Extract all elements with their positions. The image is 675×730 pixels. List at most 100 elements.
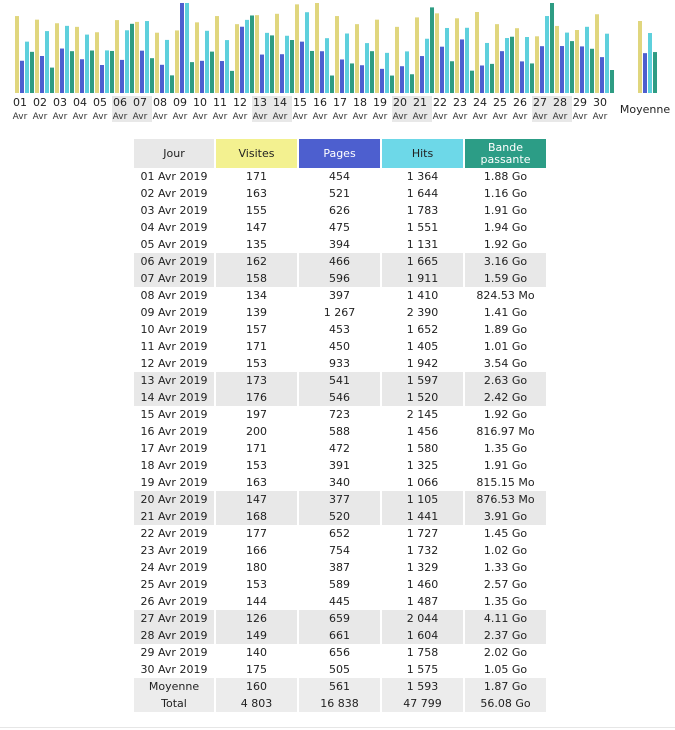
cell-day: 17 Avr 2019 bbox=[140, 442, 208, 455]
day-visits-bar bbox=[355, 24, 359, 93]
table-row: 05 Avr 2019 135 394 1 131 1.92 Go bbox=[134, 236, 546, 253]
cell-day: 24 Avr 2019 bbox=[140, 561, 208, 574]
day-pages-bar bbox=[200, 60, 204, 93]
day-tick-label: 11 bbox=[213, 96, 227, 109]
table-row: 26 Avr 2019 144 445 1 487 1.35 Go bbox=[134, 593, 546, 610]
day-visits-bar bbox=[555, 25, 559, 94]
day-visits-bar bbox=[55, 23, 59, 93]
cell-pages: 723 bbox=[329, 408, 350, 421]
average-bandwidth: 1.87 Go bbox=[465, 678, 546, 695]
cell-day: 04 Avr 2019 bbox=[140, 221, 208, 234]
average-tick-label: Moyenne bbox=[620, 103, 670, 116]
day-visits-bar bbox=[35, 19, 39, 93]
cell-visits: 171 bbox=[246, 340, 267, 353]
cell-visits: 175 bbox=[246, 663, 267, 676]
day-visits-bar bbox=[175, 30, 179, 93]
day-tick-label: 21 bbox=[413, 96, 427, 109]
cell-pages: 546 bbox=[299, 389, 380, 406]
day-bandwidth-bar bbox=[210, 51, 214, 93]
cell-hits: 2 390 bbox=[406, 306, 439, 319]
cell-day: 30 Avr 2019 bbox=[140, 663, 208, 676]
day-tick-label: 24 bbox=[473, 96, 487, 109]
average-hits-bar bbox=[648, 33, 652, 93]
day-visits-bar bbox=[595, 14, 599, 93]
cell-pages: 656 bbox=[329, 646, 350, 659]
month-tick-label: Avr bbox=[153, 112, 168, 122]
cell-pages: 397 bbox=[329, 289, 350, 302]
table-row: 06 Avr 2019 162 466 1 665 3.16 Go bbox=[134, 253, 546, 270]
cell-day: 16 Avr 2019 bbox=[140, 425, 208, 438]
day-tick-label: 23 bbox=[453, 96, 467, 109]
cell-bandwidth: 1.35 Go bbox=[483, 442, 528, 455]
header-bandwidth: Bande passante bbox=[465, 139, 546, 168]
table-row: 28 Avr 2019 149 661 1 604 2.37 Go bbox=[134, 627, 546, 644]
average-pages-bar bbox=[643, 53, 647, 93]
total-bandwidth: 56.08 Go bbox=[465, 695, 546, 712]
daily-stats-table: Jour Visites Pages Hits Bande passante 0… bbox=[132, 139, 548, 712]
cell-pages: 445 bbox=[329, 595, 350, 608]
average-visits-bar bbox=[638, 21, 642, 93]
day-pages-bar bbox=[380, 68, 384, 93]
table-row: 14 Avr 2019 176 546 1 520 2.42 Go bbox=[134, 389, 546, 406]
cell-visits: 163 bbox=[246, 187, 267, 200]
table-row: 25 Avr 2019 153 589 1 460 2.57 Go bbox=[134, 576, 546, 593]
month-tick-label: Avr bbox=[473, 112, 488, 122]
table-row: 04 Avr 2019 147 475 1 551 1.94 Go bbox=[134, 219, 546, 236]
day-hits-bar bbox=[225, 40, 229, 93]
month-tick-label: Avr bbox=[53, 112, 68, 122]
day-bandwidth-bar bbox=[250, 15, 254, 94]
cell-visits: 126 bbox=[216, 610, 297, 627]
month-tick-label: Avr bbox=[253, 112, 268, 122]
day-hits-bar bbox=[565, 32, 569, 93]
header-day: Jour bbox=[134, 139, 214, 168]
cell-bandwidth: 1.92 Go bbox=[483, 408, 528, 421]
day-hits-bar bbox=[485, 42, 489, 93]
table-row: 08 Avr 2019 134 397 1 410 824.53 Mo bbox=[134, 287, 546, 304]
cell-day: 28 Avr 2019 bbox=[134, 627, 214, 644]
month-tick-label: Avr bbox=[413, 112, 428, 122]
table-row: 11 Avr 2019 171 450 1 405 1.01 Go bbox=[134, 338, 546, 355]
day-hits-bar bbox=[125, 30, 129, 93]
cell-bandwidth: 3.54 Go bbox=[483, 357, 528, 370]
month-tick-label: Avr bbox=[393, 112, 408, 122]
cell-bandwidth: 1.16 Go bbox=[483, 187, 528, 200]
table-row: 12 Avr 2019 153 933 1 942 3.54 Go bbox=[134, 355, 546, 372]
cell-visits: 153 bbox=[246, 459, 267, 472]
day-visits-bar bbox=[375, 19, 379, 93]
day-pages-bar bbox=[560, 46, 564, 93]
cell-bandwidth: 1.02 Go bbox=[483, 544, 528, 557]
cell-day: 13 Avr 2019 bbox=[134, 372, 214, 389]
cell-visits: 157 bbox=[246, 323, 267, 336]
cell-visits: 173 bbox=[216, 372, 297, 389]
day-hits-bar bbox=[385, 52, 389, 93]
day-tick-label: 22 bbox=[433, 96, 447, 109]
day-hits-bar bbox=[585, 26, 589, 93]
day-visits-bar bbox=[315, 3, 319, 93]
day-hits-bar bbox=[605, 33, 609, 93]
day-bandwidth-bar bbox=[590, 48, 594, 93]
cell-day: 06 Avr 2019 bbox=[134, 253, 214, 270]
cell-bandwidth: 1.05 Go bbox=[483, 663, 528, 676]
table-row: 18 Avr 2019 153 391 1 325 1.91 Go bbox=[134, 457, 546, 474]
cell-pages: 454 bbox=[329, 170, 350, 183]
cell-hits: 1 405 bbox=[406, 340, 439, 353]
day-hits-bar bbox=[425, 38, 429, 93]
cell-visits: 168 bbox=[216, 508, 297, 525]
cell-bandwidth: 1.91 Go bbox=[483, 459, 528, 472]
day-bandwidth-bar bbox=[170, 75, 174, 93]
cell-bandwidth: 2.63 Go bbox=[465, 372, 546, 389]
weekend-label-bg bbox=[392, 96, 412, 122]
cell-visits: 162 bbox=[216, 253, 297, 270]
day-hits-bar bbox=[105, 50, 109, 93]
day-pages-bar bbox=[480, 65, 484, 93]
cell-hits: 1 911 bbox=[382, 270, 463, 287]
cell-bandwidth: 4.11 Go bbox=[465, 610, 546, 627]
weekend-label-bg bbox=[412, 96, 432, 122]
cell-bandwidth: 1.89 Go bbox=[483, 323, 528, 336]
cell-pages: 453 bbox=[329, 323, 350, 336]
cell-pages: 340 bbox=[329, 476, 350, 489]
cell-pages: 588 bbox=[329, 425, 350, 438]
day-tick-label: 17 bbox=[333, 96, 347, 109]
day-visits-bar bbox=[215, 16, 219, 93]
month-tick-label: Avr bbox=[353, 112, 368, 122]
